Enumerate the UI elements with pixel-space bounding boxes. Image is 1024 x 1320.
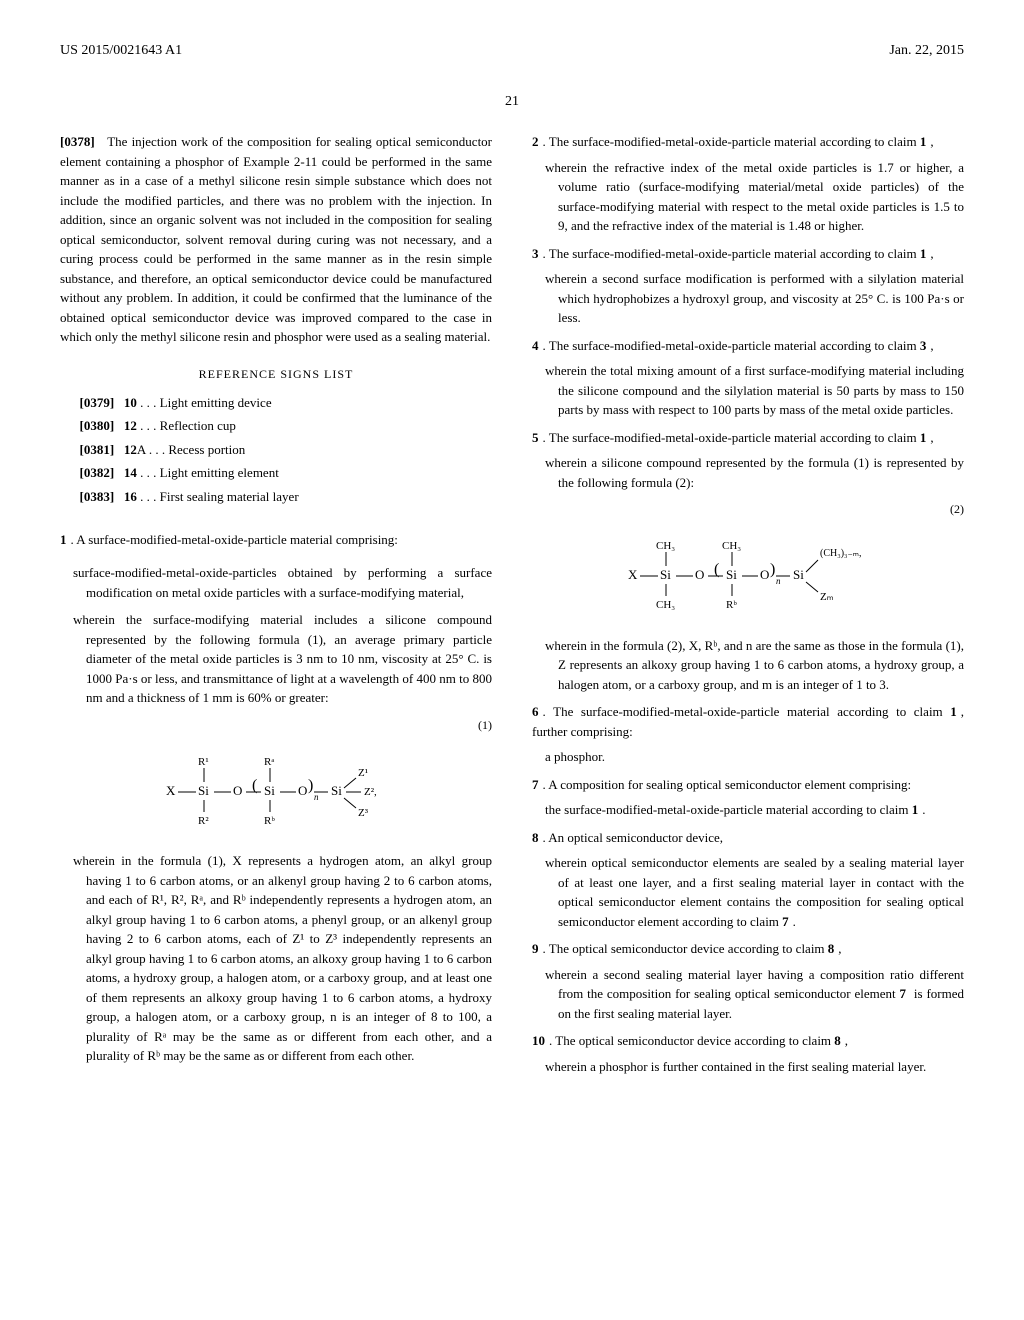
content-columns: [0378] [0378] The injection work of the … <box>60 132 964 1084</box>
svg-text:R¹: R¹ <box>198 756 209 768</box>
svg-text:CH₃: CH₃ <box>722 540 741 552</box>
svg-text:Si: Si <box>198 783 209 798</box>
claim-4: 4. The surface-modified-metal-oxide-part… <box>532 336 964 356</box>
svg-text:Si: Si <box>793 567 804 582</box>
claim-10: 10. The optical semiconductor device acc… <box>532 1031 964 1051</box>
claim-6-sub: a phosphor. <box>532 747 964 767</box>
claim-2-wherein: wherein the refractive index of the meta… <box>532 158 964 236</box>
svg-text:O: O <box>233 783 242 798</box>
svg-text:CH₃: CH₃ <box>656 599 675 611</box>
claim-8-wherein: wherein optical semiconductor elements a… <box>532 853 964 931</box>
svg-text:): ) <box>308 777 313 794</box>
reference-signs-title: REFERENCE SIGNS LIST <box>60 365 492 383</box>
svg-text:CH₃: CH₃ <box>656 540 675 552</box>
right-column: 2. The surface-modified-metal-oxide-part… <box>532 132 964 1084</box>
claim-7: 7. A composition for sealing optical sem… <box>532 775 964 795</box>
claim-1-sub: wherein the surface-modifying material i… <box>60 610 492 708</box>
claim-6: 6. The surface-modified-metal-oxide-part… <box>532 702 964 741</box>
formula-2: X Si CH₃ CH₃ O ( Si CH₃ Rᵇ O ) n <box>532 534 964 620</box>
svg-text:Rᵇ: Rᵇ <box>726 599 737 611</box>
claim-3-wherein: wherein a second surface modification is… <box>532 269 964 328</box>
svg-text:X: X <box>628 567 638 582</box>
claim-5-wherein: wherein a silicone compound represented … <box>532 453 964 492</box>
ref-item: [0382] 14 . . . Light emitting element <box>60 463 492 483</box>
claim-8: 8. An optical semiconductor device, <box>532 828 964 848</box>
formula-2-label: (2) <box>532 500 964 518</box>
ref-item: [0383] 16 . . . First sealing material l… <box>60 487 492 507</box>
claim-10-wherein: wherein a phosphor is further contained … <box>532 1057 964 1077</box>
formula-1: X Si R¹ R² O ( Si Rᵃ Rᵇ O ) n <box>60 750 492 836</box>
claim-9-wherein: wherein a second sealing material layer … <box>532 965 964 1024</box>
svg-text:Si: Si <box>264 783 275 798</box>
ref-item: [0380] 12 . . . Reflection cup <box>60 416 492 436</box>
claim-2: 2. The surface-modified-metal-oxide-part… <box>532 132 964 152</box>
patent-number: US 2015/0021643 A1 <box>60 40 182 61</box>
left-column: [0378] [0378] The injection work of the … <box>60 132 492 1084</box>
svg-text:O: O <box>695 567 704 582</box>
svg-text:R²: R² <box>198 815 209 827</box>
formula-1-label: (1) <box>60 716 492 734</box>
claim-1: 1. A surface-modified-metal-oxide-partic… <box>60 530 492 550</box>
svg-text:Rᵇ: Rᵇ <box>264 815 275 827</box>
claim-9: 9. The optical semiconductor device acco… <box>532 939 964 959</box>
claim-4-wherein: wherein the total mixing amount of a fir… <box>532 361 964 420</box>
svg-text:Z³: Z³ <box>358 807 369 819</box>
claim-1-sub: surface-modified-metal-oxide-particles o… <box>60 563 492 602</box>
svg-text:(CH₃)₃₋ₘ,: (CH₃)₃₋ₘ, <box>820 548 862 559</box>
svg-text:(: ( <box>252 777 257 794</box>
svg-text:Si: Si <box>331 783 342 798</box>
publication-date: Jan. 22, 2015 <box>889 40 964 61</box>
claim-7-sub: the surface-modified-metal-oxide-particl… <box>532 800 964 820</box>
svg-text:Z¹: Z¹ <box>358 767 368 779</box>
svg-text:): ) <box>770 561 775 578</box>
svg-text:Si: Si <box>726 567 737 582</box>
claim-5: 5. The surface-modified-metal-oxide-part… <box>532 428 964 448</box>
svg-text:O: O <box>760 567 769 582</box>
paragraph-0378: [0378] [0378] The injection work of the … <box>60 132 492 347</box>
svg-text:n: n <box>776 576 781 586</box>
svg-text:Si: Si <box>660 567 671 582</box>
svg-text:X: X <box>166 783 176 798</box>
claim-1-wherein: wherein in the formula (1), X represents… <box>60 851 492 1066</box>
page-header: US 2015/0021643 A1 Jan. 22, 2015 <box>60 40 964 61</box>
svg-text:Zₘ: Zₘ <box>820 591 834 603</box>
ref-item: [0381] 12A . . . Recess portion <box>60 440 492 460</box>
svg-text:Rᵃ: Rᵃ <box>264 756 274 768</box>
claim-3: 3. The surface-modified-metal-oxide-part… <box>532 244 964 264</box>
svg-text:O: O <box>298 783 307 798</box>
claim-5-wherein2: wherein in the formula (2), X, Rᵇ, and n… <box>532 636 964 695</box>
svg-text:(: ( <box>714 561 719 578</box>
svg-text:n: n <box>314 792 319 802</box>
ref-item: [0379] 10 . . . Light emitting device <box>60 393 492 413</box>
svg-text:Z²,: Z², <box>364 786 377 798</box>
page-number: 21 <box>60 91 964 112</box>
